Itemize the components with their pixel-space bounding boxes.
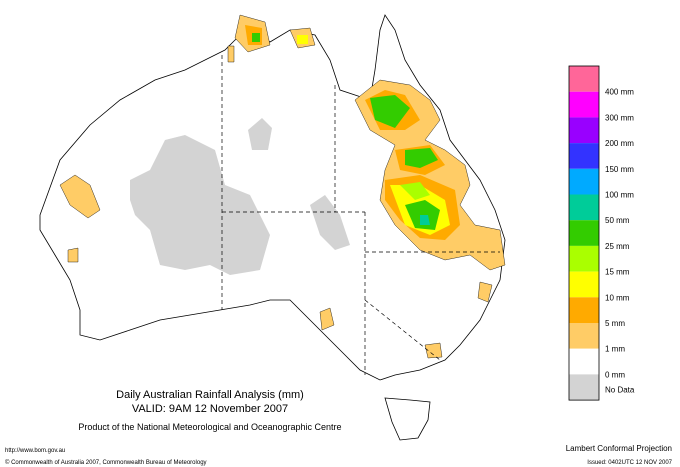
legend-swatch bbox=[569, 143, 599, 169]
legend-label: 50 mm bbox=[605, 216, 630, 225]
legend-label: 5 mm bbox=[605, 319, 625, 328]
legend-swatch bbox=[569, 348, 599, 375]
projection: Lambert Conformal Projection bbox=[566, 444, 672, 453]
legend-frame bbox=[568, 65, 600, 401]
issued: Issued: 0402UTC 12 NOV 2007 bbox=[587, 460, 672, 466]
product-note: Product of the National Meteorological a… bbox=[78, 422, 341, 432]
legend-swatch bbox=[569, 220, 599, 246]
legend-swatch bbox=[569, 374, 599, 401]
legend-label: 1 mm bbox=[605, 345, 625, 354]
legend-label: 300 mm bbox=[605, 113, 634, 122]
legend-label: 0 mm bbox=[605, 370, 625, 379]
legend-swatch bbox=[569, 168, 599, 195]
map-title: Daily Australian Rainfall Analysis (mm) bbox=[116, 389, 304, 401]
legend-label: 25 mm bbox=[605, 242, 630, 251]
legend-label: 10 mm bbox=[605, 293, 630, 302]
map-info: Daily Australian Rainfall Analysis (mm) … bbox=[5, 389, 673, 466]
legend-swatch bbox=[569, 271, 599, 298]
legend-swatch bbox=[569, 245, 599, 272]
legend-swatch bbox=[569, 117, 599, 144]
legend-label: 150 mm bbox=[605, 165, 634, 174]
url: http://www.bom.gov.au bbox=[5, 448, 65, 454]
legend-swatch bbox=[569, 66, 599, 92]
legend-swatch bbox=[569, 323, 599, 349]
legend: 400 mm 300 mm 200 mm 150 mm 100 mm 50 mm 25 mm… bbox=[568, 65, 635, 401]
copyright: © Commonwealth of Australia 2007, Common… bbox=[5, 459, 207, 466]
australia-map bbox=[39, 14, 506, 441]
legend-swatch bbox=[569, 91, 599, 118]
legend-label: No Data bbox=[605, 385, 635, 394]
legend-label: 200 mm bbox=[605, 139, 634, 148]
legend-swatch bbox=[569, 194, 599, 221]
valid-time: VALID: 9AM 12 November 2007 bbox=[132, 403, 288, 415]
legend-label: 15 mm bbox=[605, 268, 630, 277]
legend-label: 100 mm bbox=[605, 191, 634, 200]
legend-label: 400 mm bbox=[605, 88, 634, 97]
legend-swatch bbox=[569, 297, 599, 323]
